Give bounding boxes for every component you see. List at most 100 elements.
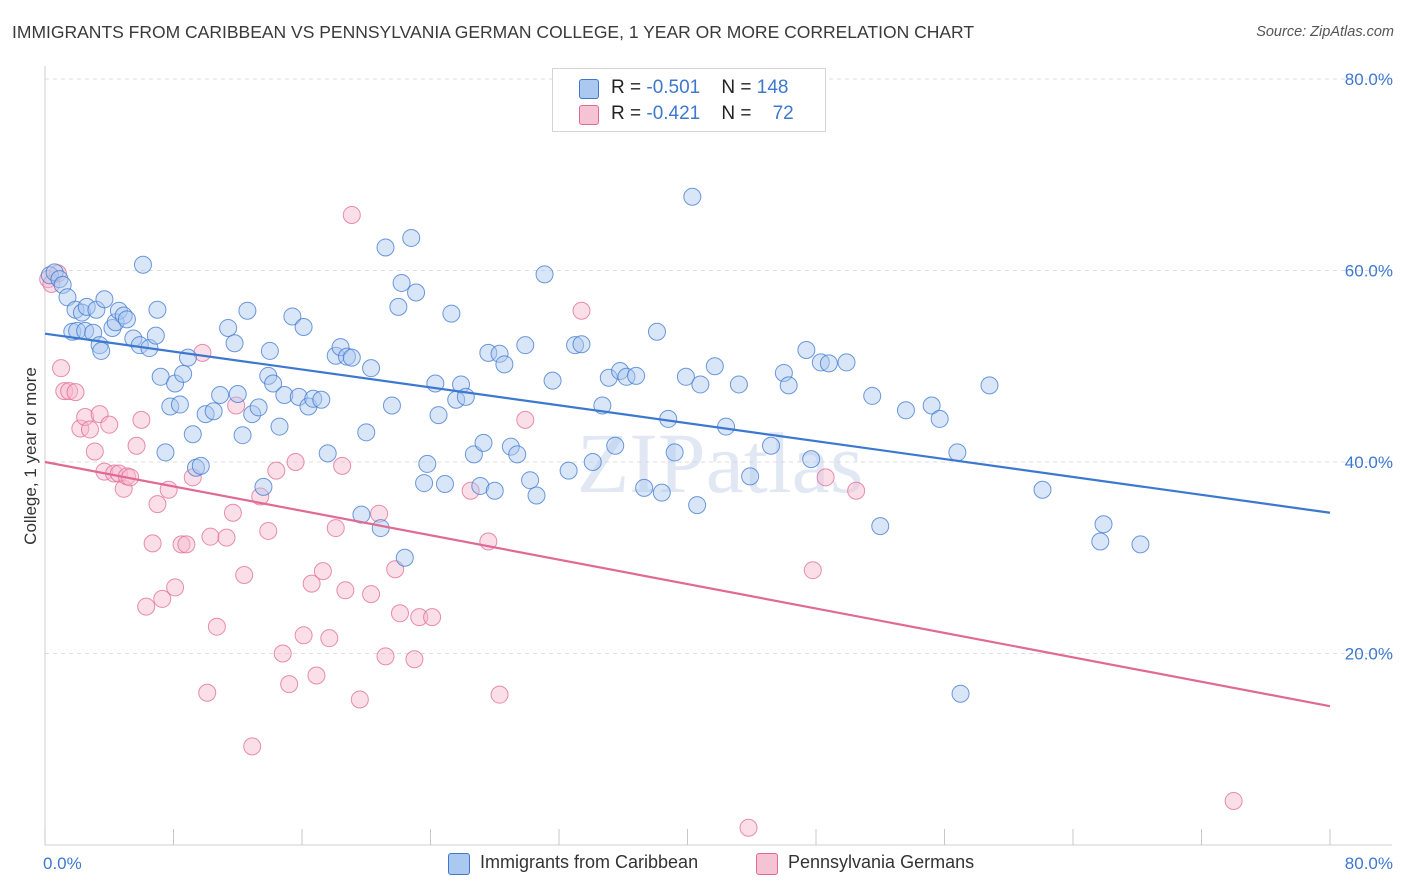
data-point xyxy=(198,683,217,702)
data-point xyxy=(95,290,114,309)
r-label: R = xyxy=(611,103,647,124)
data-point xyxy=(635,478,654,497)
data-point xyxy=(543,371,562,390)
data-point xyxy=(166,578,185,597)
data-point xyxy=(80,420,99,439)
data-point xyxy=(251,487,270,506)
data-point xyxy=(490,685,509,704)
n-label: N = xyxy=(721,103,757,124)
n-value: 72 xyxy=(772,103,794,124)
data-point xyxy=(930,409,949,428)
trend-line xyxy=(44,460,1331,708)
y-axis-label: College, 1 year or more xyxy=(21,367,40,545)
data-point xyxy=(566,336,585,355)
chart-title: IMMIGRANTS FROM CARIBBEAN VS PENNSYLVANI… xyxy=(12,22,975,42)
data-point xyxy=(127,436,146,455)
data-point xyxy=(739,818,758,837)
data-point xyxy=(289,387,308,406)
data-point xyxy=(249,398,268,417)
data-point xyxy=(201,527,220,546)
series-pennsylvania-germans xyxy=(39,205,1243,837)
data-point xyxy=(243,737,262,756)
data-point xyxy=(442,304,461,323)
data-point xyxy=(1094,515,1113,534)
r-value: -0.501 xyxy=(646,77,701,98)
data-point xyxy=(275,385,294,404)
correlation-legend: R = -0.501 N = 148 R = -0.421 N = 72 xyxy=(552,68,826,132)
trend-lines xyxy=(44,332,1331,708)
data-point xyxy=(951,684,970,703)
data-point xyxy=(117,310,136,329)
data-point xyxy=(395,548,414,567)
data-point xyxy=(211,385,230,404)
n-label: N = xyxy=(721,77,757,98)
data-point xyxy=(376,238,395,257)
data-point xyxy=(837,353,856,372)
data-point xyxy=(71,419,90,438)
data-point xyxy=(307,666,326,685)
data-point xyxy=(283,307,302,326)
data-point xyxy=(148,300,167,319)
legend-swatch-pink xyxy=(579,105,599,125)
n-value: 148 xyxy=(756,77,789,98)
legend-label: Pennsylvania Germans xyxy=(788,852,975,872)
data-point xyxy=(177,535,196,554)
data-point xyxy=(72,303,91,322)
data-point xyxy=(606,436,625,455)
data-point xyxy=(485,481,504,500)
data-point xyxy=(741,467,760,486)
data-point xyxy=(233,426,252,445)
data-point xyxy=(326,519,345,538)
data-point xyxy=(922,396,941,415)
data-point xyxy=(863,386,882,405)
data-point xyxy=(357,423,376,442)
data-point xyxy=(172,535,191,554)
data-point xyxy=(146,326,165,345)
r-value: -0.421 xyxy=(646,103,701,124)
data-point xyxy=(423,608,442,627)
data-point xyxy=(156,443,175,462)
data-point xyxy=(1224,791,1243,810)
data-point xyxy=(717,417,736,436)
data-point xyxy=(797,340,816,359)
data-point xyxy=(762,436,781,455)
data-point xyxy=(647,322,666,341)
data-point xyxy=(280,675,299,694)
data-point xyxy=(627,366,646,385)
data-point xyxy=(418,454,437,473)
data-point xyxy=(617,367,636,386)
data-point xyxy=(85,442,104,461)
data-point xyxy=(390,604,409,623)
data-point xyxy=(376,647,395,666)
data-point xyxy=(170,395,189,414)
data-point xyxy=(92,341,111,360)
legend-swatch-blue xyxy=(448,853,470,875)
data-point xyxy=(66,383,85,402)
data-point xyxy=(847,481,866,500)
data-point xyxy=(350,690,369,709)
data-point xyxy=(779,376,798,395)
axes xyxy=(44,66,1392,846)
data-point xyxy=(370,504,389,523)
data-point xyxy=(286,453,305,471)
data-point xyxy=(508,445,527,464)
data-point xyxy=(495,355,514,374)
data-point xyxy=(50,270,69,289)
data-point xyxy=(260,341,279,360)
data-point xyxy=(676,367,695,386)
data-point xyxy=(259,521,278,540)
data-point xyxy=(148,495,167,514)
data-point xyxy=(665,443,684,462)
data-point xyxy=(362,585,381,604)
data-point xyxy=(294,317,313,336)
y-tick-label: 40.0% xyxy=(1345,453,1393,472)
data-point xyxy=(143,534,162,553)
data-point xyxy=(490,344,509,363)
data-point xyxy=(516,336,535,355)
data-point xyxy=(273,644,292,663)
legend-swatch-pink xyxy=(756,853,778,875)
data-point xyxy=(217,528,236,547)
data-point xyxy=(516,410,535,429)
data-point xyxy=(688,496,707,515)
data-point xyxy=(705,357,724,376)
